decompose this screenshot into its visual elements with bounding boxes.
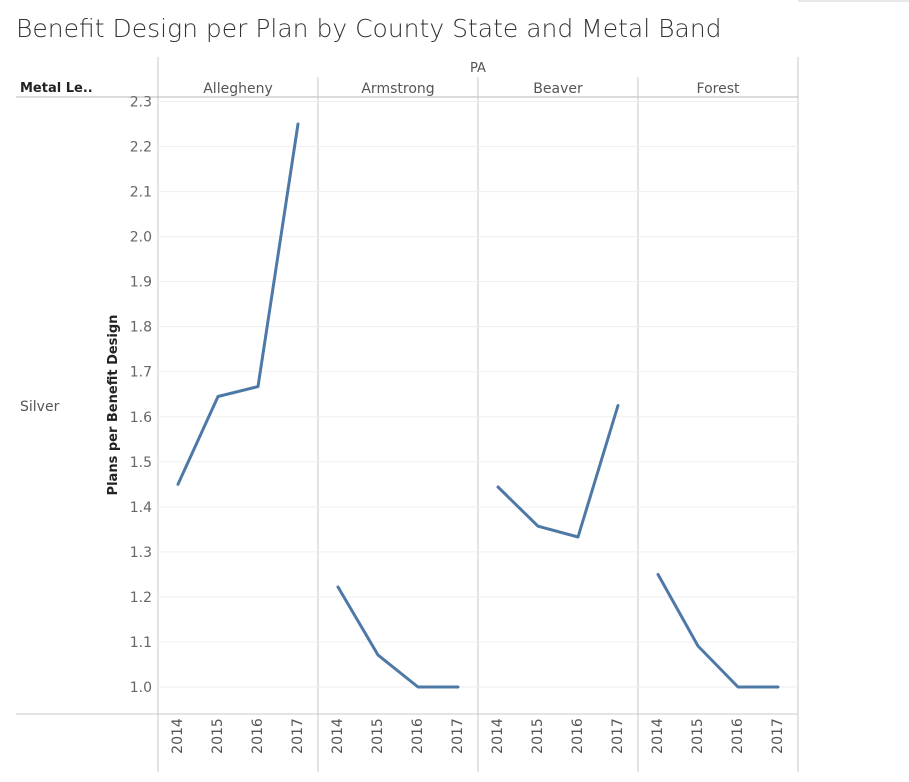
y-tick-label: 1.9 [130,275,152,291]
x-tick-label: 2014 [330,718,346,754]
x-tick-label: 2014 [650,718,666,754]
y-tick-label: 2.0 [130,230,152,246]
series-line[interactable] [496,404,620,539]
x-tick-label: 2016 [250,718,266,754]
y-tick-label: 1.5 [130,455,152,471]
series-line[interactable] [656,572,780,689]
x-tick-label: 2015 [370,718,386,754]
panel-beaver: Beaver 2014 2015 2016 2017 [490,81,626,754]
x-tick-label: 2014 [170,718,186,754]
y-tick-label: 2.1 [130,185,152,201]
x-tick-label: 2017 [290,718,306,754]
x-tick-label: 2015 [690,718,706,754]
x-tick-label: 2017 [610,718,626,754]
y-tick-label: 1.2 [130,590,152,606]
x-tick-label: 2015 [530,718,546,754]
y-axis-title: Plans per Benefit Design [106,315,121,496]
y-tick-label: 1.3 [130,545,152,561]
y-axis-ticks: 1.0 1.1 1.2 1.3 1.4 1.5 1.6 1.7 1.8 1.9 2.0 2.1 2.2 2… [130,95,152,696]
x-tick-label: 2017 [450,718,466,754]
y-tick-label: 1.8 [130,320,152,336]
y-tick-label: 1.0 [130,680,152,696]
panel-armstrong: Armstrong 2014 2015 2016 2017 [330,81,466,754]
county-header: Forest [697,81,740,97]
x-tick-label: 2014 [490,718,506,754]
y-tick-label: 2.3 [130,95,152,111]
county-header: Beaver [533,81,583,97]
row-header-label: Metal Le.. [20,81,93,96]
x-tick-label: 2016 [570,718,586,754]
panel-allegheny: Allegheny 2014 2015 2016 2017 [170,81,306,754]
y-tick-label: 1.7 [130,365,152,381]
panel-forest: Forest 2014 2015 2016 2017 [650,81,786,754]
state-header: PA [470,61,486,76]
series-line[interactable] [336,585,460,689]
y-tick-label: 1.6 [130,410,152,426]
x-tick-label: 2015 [210,718,226,754]
y-tick-label: 1.4 [130,500,152,516]
x-tick-label: 2016 [410,718,426,754]
county-header: Armstrong [361,81,434,97]
x-tick-label: 2017 [770,718,786,754]
y-tick-label: 1.1 [130,635,152,651]
y-tick-label: 2.2 [130,140,152,156]
metal-band-label: Silver [20,399,60,415]
chart-frame [16,0,909,772]
gridlines [158,101,798,688]
x-tick-label: 2016 [730,718,746,754]
series-line[interactable] [176,122,300,486]
chart-title: Benefit Design per Plan by County State … [16,14,722,43]
panels: Allegheny 2014 2015 2016 2017 Armstrong 2014 20… [170,81,786,754]
county-header: Allegheny [203,81,273,97]
